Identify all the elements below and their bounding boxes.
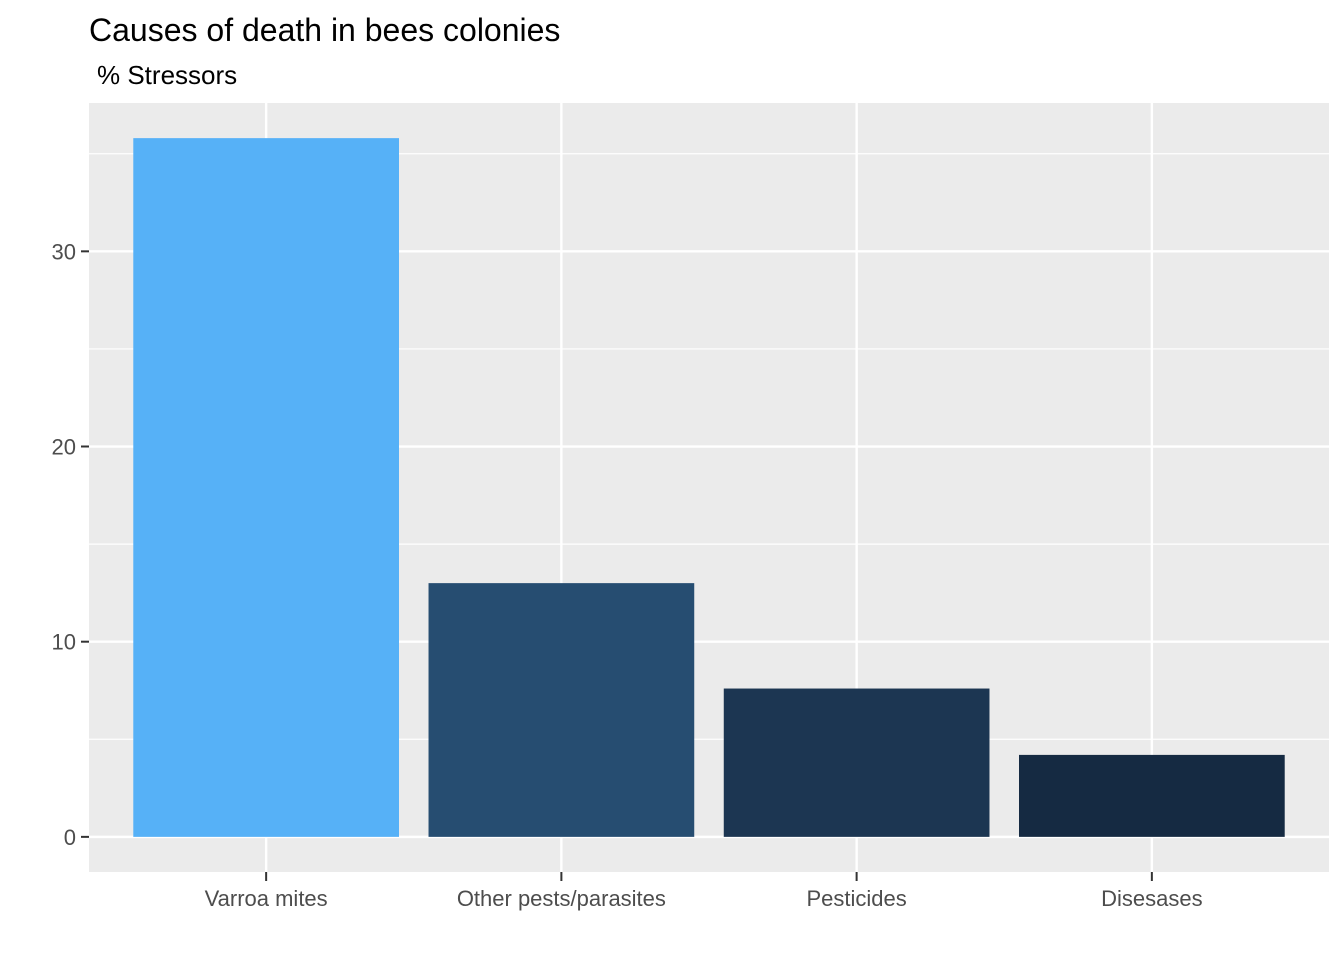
x-tick-label: Other pests/parasites: [457, 886, 666, 911]
x-tick-label: Pesticides: [806, 886, 906, 911]
bar-other-pests-parasites: [428, 583, 695, 837]
bar-varroa-mites: [133, 138, 400, 837]
chart-title: Causes of death in bees colonies: [89, 12, 560, 48]
bar-pesticides: [723, 688, 990, 837]
y-tick-label: 0: [64, 825, 76, 850]
plot-panel: 0 10 20 30 Varroa mites Other pests/parasites…: [52, 103, 1329, 911]
x-tick-label: Disesases: [1101, 886, 1202, 911]
bar-disesases: [1019, 754, 1285, 837]
y-tick-label: 20: [52, 435, 76, 460]
y-tick-label: 10: [52, 630, 76, 655]
y-tick-label: 30: [52, 239, 76, 264]
chart-subtitle: % Stressors: [97, 60, 237, 90]
x-tick-label: Varroa mites: [205, 886, 328, 911]
